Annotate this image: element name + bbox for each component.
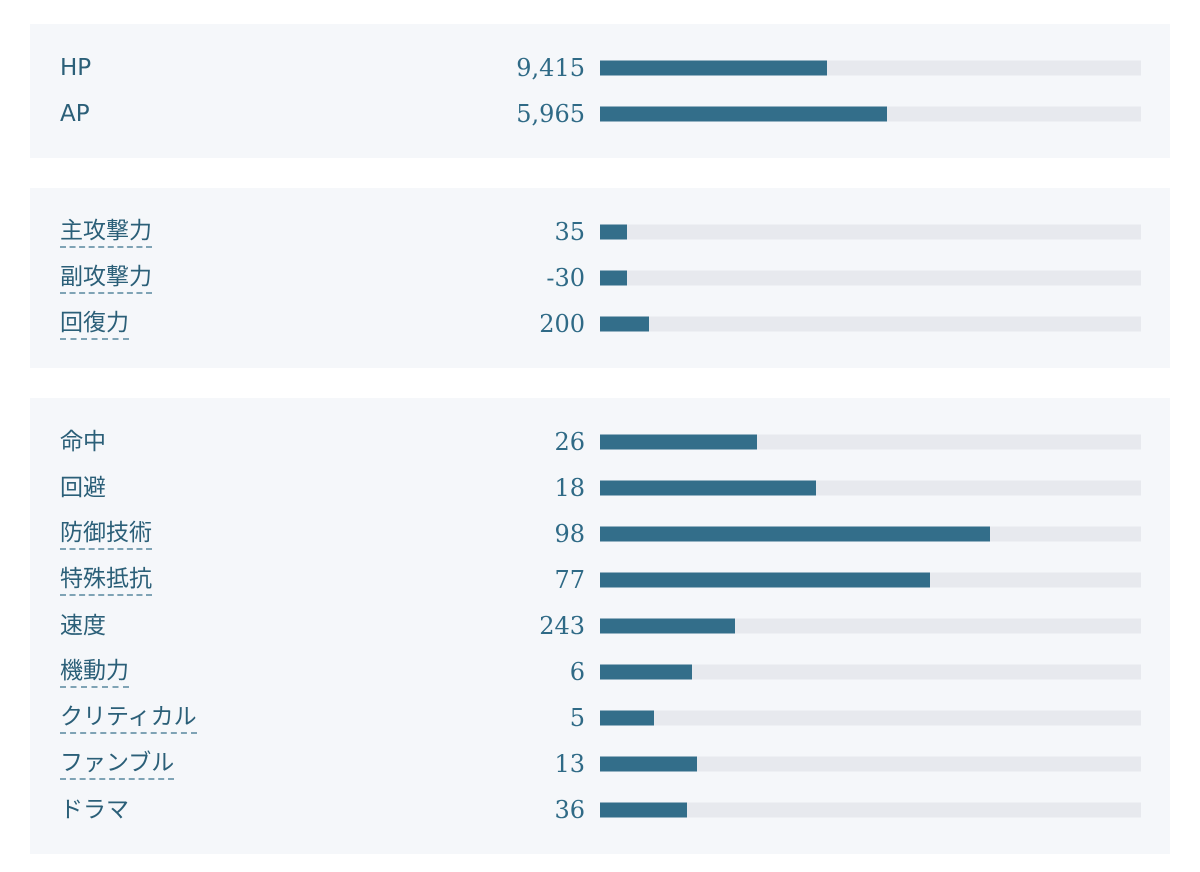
- bar-track: [600, 270, 1141, 286]
- stat-row: クリティカル 5: [30, 695, 1170, 741]
- stat-label: AP: [60, 101, 90, 127]
- bar-fill: [600, 618, 736, 634]
- bar-track: [600, 60, 1141, 76]
- stat-label: 主攻撃力: [60, 216, 152, 248]
- stat-value: 5: [569, 704, 585, 732]
- stat-panel: 主攻撃力 35 副攻撃力 -30 回復力 200: [30, 188, 1170, 368]
- stat-panel: 命中 26 回避 18 防御技術 98 特殊抵抗 77 速度 243 機動力 6 クリティカル 5 ファンブ…: [30, 398, 1170, 854]
- stat-value: 243: [539, 612, 585, 640]
- stat-label: クリティカル: [60, 702, 197, 734]
- bar-fill: [600, 756, 698, 772]
- bar-track: [600, 710, 1141, 726]
- bar-fill: [600, 316, 649, 332]
- stat-row: 速度 243: [30, 603, 1170, 649]
- stat-label: 副攻撃力: [60, 262, 152, 294]
- bar-track: [600, 106, 1141, 122]
- stat-value: 36: [554, 796, 585, 824]
- bar-track: [600, 664, 1141, 680]
- bar-track: [600, 756, 1141, 772]
- stat-row: 回避 18: [30, 465, 1170, 511]
- bar-fill: [600, 572, 930, 588]
- stat-label: 命中: [60, 429, 106, 455]
- bar-track: [600, 316, 1141, 332]
- stat-label: 防御技術: [60, 518, 152, 550]
- stat-label: 特殊抵抗: [60, 564, 152, 596]
- bar-fill: [600, 802, 687, 818]
- stat-value: 9,415: [516, 54, 585, 82]
- stat-row: HP 9,415: [30, 45, 1170, 91]
- bar-fill: [600, 224, 628, 240]
- bar-fill: [600, 270, 628, 286]
- stat-value: 26: [554, 428, 585, 456]
- bar-track: [600, 618, 1141, 634]
- stat-value: -30: [546, 264, 585, 292]
- stat-row: 命中 26: [30, 419, 1170, 465]
- bar-track: [600, 480, 1141, 496]
- stat-label: HP: [60, 55, 92, 81]
- stat-value: 5,965: [516, 100, 585, 128]
- stat-value: 35: [554, 218, 585, 246]
- bar-track: [600, 526, 1141, 542]
- stat-row: ドラマ 36: [30, 787, 1170, 833]
- stat-row: 機動力 6: [30, 649, 1170, 695]
- stat-row: 主攻撃力 35: [30, 209, 1170, 255]
- bar-track: [600, 802, 1141, 818]
- bar-fill: [600, 710, 655, 726]
- stat-panel: HP 9,415 AP 5,965: [30, 24, 1170, 158]
- stat-panels: HP 9,415 AP 5,965 主攻撃力 35 副攻撃力 -30 回復力 200 命中 26 回避 1…: [30, 24, 1170, 854]
- bar-track: [600, 572, 1141, 588]
- bar-fill: [600, 664, 692, 680]
- stat-value: 77: [554, 566, 585, 594]
- stat-row: ファンブル 13: [30, 741, 1170, 787]
- stat-row: 副攻撃力 -30: [30, 255, 1170, 301]
- stat-value: 98: [554, 520, 585, 548]
- bar-fill: [600, 434, 757, 450]
- stat-value: 200: [539, 310, 585, 338]
- stat-value: 18: [554, 474, 585, 502]
- stat-label: 回避: [60, 475, 106, 501]
- bar-track: [600, 224, 1141, 240]
- stat-row: AP 5,965: [30, 91, 1170, 137]
- stat-label: 回復力: [60, 308, 129, 340]
- stat-row: 回復力 200: [30, 301, 1170, 347]
- stat-label: ファンブル: [60, 748, 175, 780]
- stat-value: 6: [569, 658, 585, 686]
- bar-fill: [600, 480, 817, 496]
- stat-label: 機動力: [60, 656, 129, 688]
- bar-fill: [600, 106, 887, 122]
- stat-row: 特殊抵抗 77: [30, 557, 1170, 603]
- stat-row: 防御技術 98: [30, 511, 1170, 557]
- bar-track: [600, 434, 1141, 450]
- bar-fill: [600, 60, 828, 76]
- stat-value: 13: [554, 750, 585, 778]
- stat-label: 速度: [60, 613, 106, 639]
- bar-fill: [600, 526, 990, 542]
- stat-label: ドラマ: [60, 797, 129, 823]
